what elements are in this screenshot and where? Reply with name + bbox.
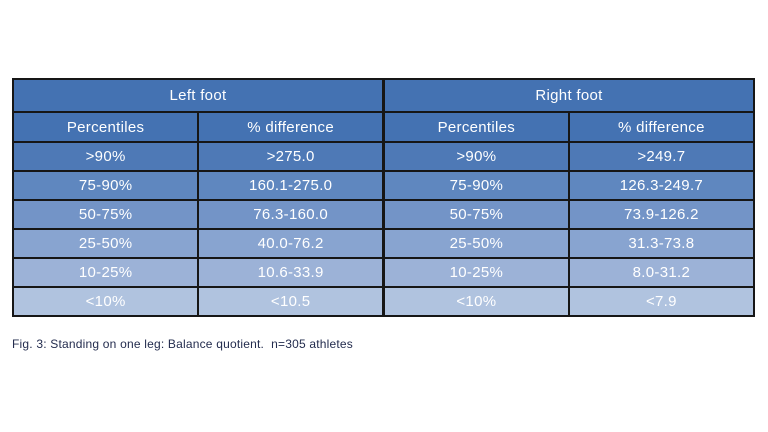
table-cell: 25-50% [11, 228, 200, 259]
table-row: <10% <10.5 <10% <7.9 [11, 286, 756, 317]
table-cell: 10-25% [382, 257, 570, 288]
group-header-row: Left foot Right foot [12, 78, 755, 113]
table-cell: <10% [11, 286, 200, 317]
table-cell: 126.3-249.7 [567, 170, 756, 201]
table-cell: 10.6-33.9 [197, 257, 386, 288]
table-cell: >275.0 [197, 141, 386, 172]
table-row: 75-90% 160.1-275.0 75-90% 126.3-249.7 [11, 170, 756, 201]
table-row: 25-50% 40.0-76.2 25-50% 31.3-73.8 [11, 228, 756, 259]
table-cell: <10.5 [197, 286, 386, 317]
table-cell: <7.9 [567, 286, 756, 317]
column-header-right-difference: % difference [567, 111, 756, 143]
table-cell: 160.1-275.0 [197, 170, 386, 201]
column-header-right-percentiles: Percentiles [382, 111, 570, 143]
column-header-row: Percentiles % difference Percentiles % d… [11, 111, 756, 143]
table-cell: 75-90% [382, 170, 570, 201]
table-cell: >90% [382, 141, 570, 172]
table-cell: 31.3-73.8 [567, 228, 756, 259]
table-cell: 75-90% [11, 170, 200, 201]
table-row: >90% >275.0 >90% >249.7 [11, 141, 756, 172]
table-cell: 25-50% [382, 228, 570, 259]
table-cell: >249.7 [567, 141, 756, 172]
balance-quotient-table: Left foot Right foot Percentiles % diffe… [11, 78, 756, 317]
table-cell: 40.0-76.2 [197, 228, 386, 259]
table-row: 10-25% 10.6-33.9 10-25% 8.0-31.2 [11, 257, 756, 288]
table-cell: 50-75% [11, 199, 200, 230]
group-header-right-foot: Right foot [382, 78, 755, 113]
group-header-left-foot: Left foot [12, 78, 385, 113]
table-cell: 50-75% [382, 199, 570, 230]
table-cell: 8.0-31.2 [567, 257, 756, 288]
column-header-left-percentiles: Percentiles [11, 111, 200, 143]
table-cell: 10-25% [11, 257, 200, 288]
table-cell: 76.3-160.0 [197, 199, 386, 230]
table-cell: >90% [11, 141, 200, 172]
table-cell: 73.9-126.2 [567, 199, 756, 230]
table-row: 50-75% 76.3-160.0 50-75% 73.9-126.2 [11, 199, 756, 230]
column-header-left-difference: % difference [197, 111, 386, 143]
table-cell: <10% [382, 286, 570, 317]
figure-caption: Fig. 3: Standing on one leg: Balance quo… [12, 337, 353, 351]
